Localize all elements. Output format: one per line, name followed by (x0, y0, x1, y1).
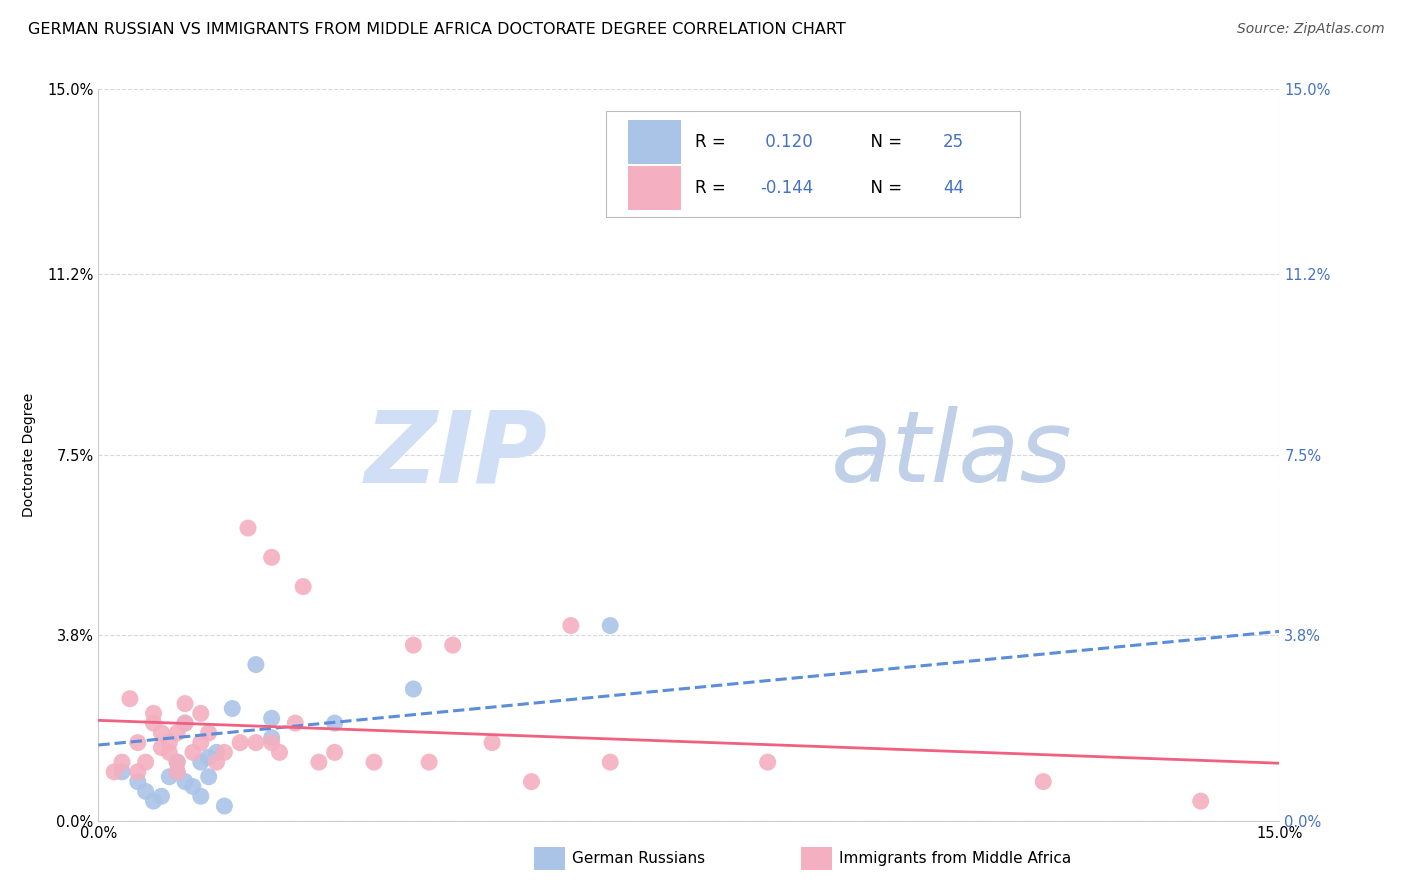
Point (260, 550, 283, 565)
Point (174, 774, 197, 789)
Point (111, 755, 134, 769)
Point (127, 736, 149, 750)
Point (214, 799, 236, 814)
Point (214, 745, 236, 759)
Point (245, 657, 267, 672)
Point (756, 755, 779, 769)
Point (150, 726, 173, 740)
Point (166, 726, 188, 740)
Bar (627, 166, 681, 210)
Point (205, 755, 228, 769)
Text: ZIP: ZIP (364, 407, 547, 503)
Point (481, 736, 503, 750)
Point (260, 711, 283, 725)
Point (157, 745, 180, 759)
Text: Source: ZipAtlas.com: Source: ZipAtlas.com (1237, 22, 1385, 37)
Point (599, 618, 621, 632)
FancyBboxPatch shape (606, 112, 1019, 218)
Point (142, 706, 165, 721)
Bar (627, 120, 681, 164)
Text: 44: 44 (943, 179, 965, 197)
Point (292, 580, 315, 594)
Point (157, 770, 180, 784)
Point (174, 716, 197, 731)
Point (1032, 774, 1054, 789)
Point (197, 770, 219, 784)
Point (284, 716, 307, 731)
Point (197, 750, 219, 764)
Text: R =: R = (695, 179, 731, 197)
Text: 0.120: 0.120 (759, 133, 813, 151)
Point (127, 774, 149, 789)
Point (221, 701, 243, 715)
Point (260, 731, 283, 745)
Point (245, 736, 267, 750)
Point (174, 697, 197, 711)
Point (236, 521, 259, 535)
Point (323, 716, 346, 731)
Point (127, 764, 149, 779)
Text: 25: 25 (943, 133, 965, 151)
Point (166, 755, 188, 769)
Point (190, 736, 212, 750)
Point (142, 716, 165, 731)
Point (157, 736, 180, 750)
Point (190, 789, 212, 804)
Point (142, 794, 165, 808)
Point (205, 745, 228, 759)
Text: GERMAN RUSSIAN VS IMMIGRANTS FROM MIDDLE AFRICA DOCTORATE DEGREE CORRELATION CHA: GERMAN RUSSIAN VS IMMIGRANTS FROM MIDDLE… (28, 22, 846, 37)
Point (150, 789, 173, 804)
Point (111, 764, 134, 779)
Point (260, 736, 283, 750)
Point (103, 764, 125, 779)
Text: N =: N = (860, 179, 907, 197)
Point (308, 755, 330, 769)
Point (418, 755, 440, 769)
Point (599, 755, 621, 769)
Point (520, 774, 543, 789)
Point (181, 780, 204, 794)
Point (174, 716, 197, 731)
Point (402, 638, 425, 652)
Point (441, 638, 464, 652)
Point (1189, 794, 1212, 808)
Y-axis label: Doctorate Degree: Doctorate Degree (22, 392, 37, 517)
Point (135, 755, 157, 769)
Text: N =: N = (860, 133, 907, 151)
Text: -0.144: -0.144 (759, 179, 813, 197)
Point (150, 740, 173, 755)
Point (402, 681, 425, 696)
Point (197, 726, 219, 740)
Point (166, 764, 188, 779)
Point (323, 745, 346, 759)
Text: R =: R = (695, 133, 731, 151)
Point (190, 755, 212, 769)
Point (181, 745, 204, 759)
Point (118, 691, 141, 706)
Point (135, 784, 157, 798)
Text: German Russians: German Russians (572, 851, 706, 865)
Point (166, 755, 188, 769)
Point (269, 745, 291, 759)
Text: atlas: atlas (831, 407, 1073, 503)
Point (756, 194, 779, 209)
Point (229, 736, 252, 750)
Text: Immigrants from Middle Africa: Immigrants from Middle Africa (839, 851, 1071, 865)
Point (560, 618, 582, 632)
Point (166, 764, 188, 779)
Point (363, 755, 385, 769)
Point (190, 706, 212, 721)
